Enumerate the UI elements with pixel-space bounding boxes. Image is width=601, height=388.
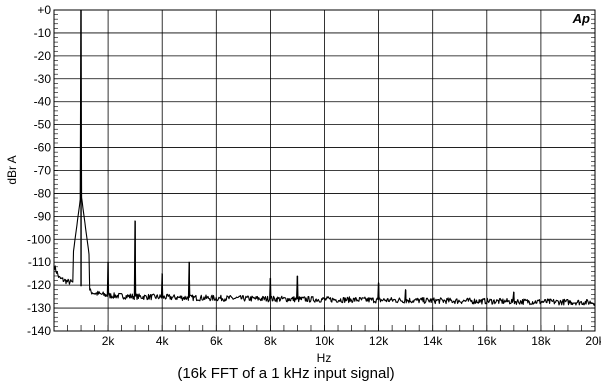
y-tick-label: -140 [27,324,51,338]
y-tick-label: +0 [37,3,51,17]
y-tick-label: -110 [28,255,51,269]
y-tick-label: -130 [27,301,51,315]
y-axis-label: dBr A [5,155,19,184]
x-tick-label: 10k [315,334,335,348]
x-tick-label: 8k [264,334,278,348]
logo: Ap [572,11,590,26]
y-tick-label: -120 [27,278,51,292]
x-tick-label: 16k [477,334,497,348]
x-tick-label: 12k [369,334,389,348]
chart-caption: (16k FFT of a 1 kHz input signal) [177,365,394,382]
x-tick-label: 14k [423,334,443,348]
y-tick-label: -60 [34,141,52,155]
x-tick-label: 2k [102,334,116,348]
y-tick-label: -40 [34,95,52,109]
y-tick-label: -10 [34,26,52,40]
x-tick-labels: 2k 4k 6k 8k 10k 12k 14k 16k 18k 20k [102,334,601,348]
x-axis-label: Hz [317,351,332,365]
minor-ticks [54,9,595,332]
y-tick-label: -100 [27,232,51,246]
y-tick-labels: +0 -10 -20 -30 -40 -50 -60 -70 -80 -90 -100 -110 -12… [27,3,51,338]
x-tick-label: 4k [156,334,170,348]
y-tick-label: -70 [34,164,52,178]
y-tick-label: -20 [34,49,52,63]
grid [54,9,596,332]
y-tick-label: -80 [34,186,52,200]
x-tick-label: 20k [585,334,601,348]
series-layer [53,9,596,306]
spectrum-line [53,9,596,306]
y-tick-label: -90 [34,209,52,223]
x-tick-label: 6k [210,334,224,348]
x-tick-label: 18k [531,334,551,348]
y-tick-label: -30 [34,72,52,86]
y-tick-label: -50 [34,118,52,132]
